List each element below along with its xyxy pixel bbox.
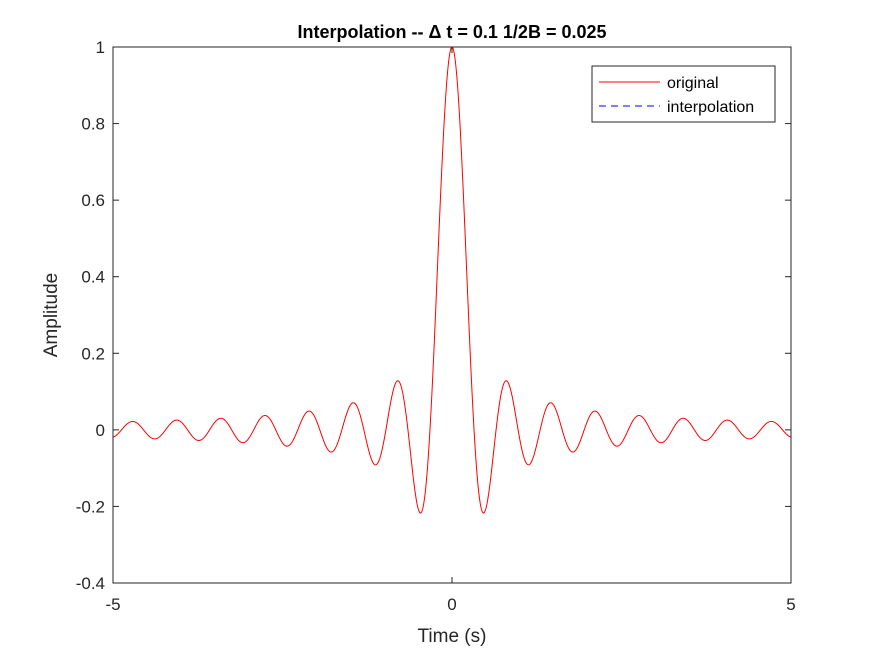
y-tick-label-3: 0.2: [81, 344, 105, 363]
legend: original interpolation: [591, 65, 776, 123]
y-tick-label-2: 0: [96, 421, 105, 440]
legend-box: [591, 65, 776, 123]
x-tick-label-0: -5: [105, 595, 120, 614]
y-tick-label-0: -0.4: [76, 574, 105, 593]
plot-area: [113, 47, 791, 583]
y-tick-label-1: -0.2: [76, 497, 105, 516]
y-tick-label-6: 0.8: [81, 115, 105, 134]
legend-label-original: original: [667, 75, 719, 92]
chart-title: Interpolation -- Δ t = 0.1 1/2B = 0.025: [297, 22, 606, 42]
y-tick-label-4: 0.4: [81, 268, 105, 287]
y-tick-label-7: 1: [96, 38, 105, 57]
x-tick-label-1: 0: [447, 595, 456, 614]
y-ticks: -0.4 -0.2 0 0.2 0.4 0.6 0.8 1: [76, 38, 791, 593]
legend-label-interpolation: interpolation: [667, 99, 754, 116]
y-tick-label-5: 0.6: [81, 191, 105, 210]
x-axis-label: Time (s): [418, 626, 487, 647]
x-tick-label-2: 5: [786, 595, 795, 614]
plot-box: [112, 46, 792, 584]
y-axis-label: Amplitude: [41, 273, 62, 358]
